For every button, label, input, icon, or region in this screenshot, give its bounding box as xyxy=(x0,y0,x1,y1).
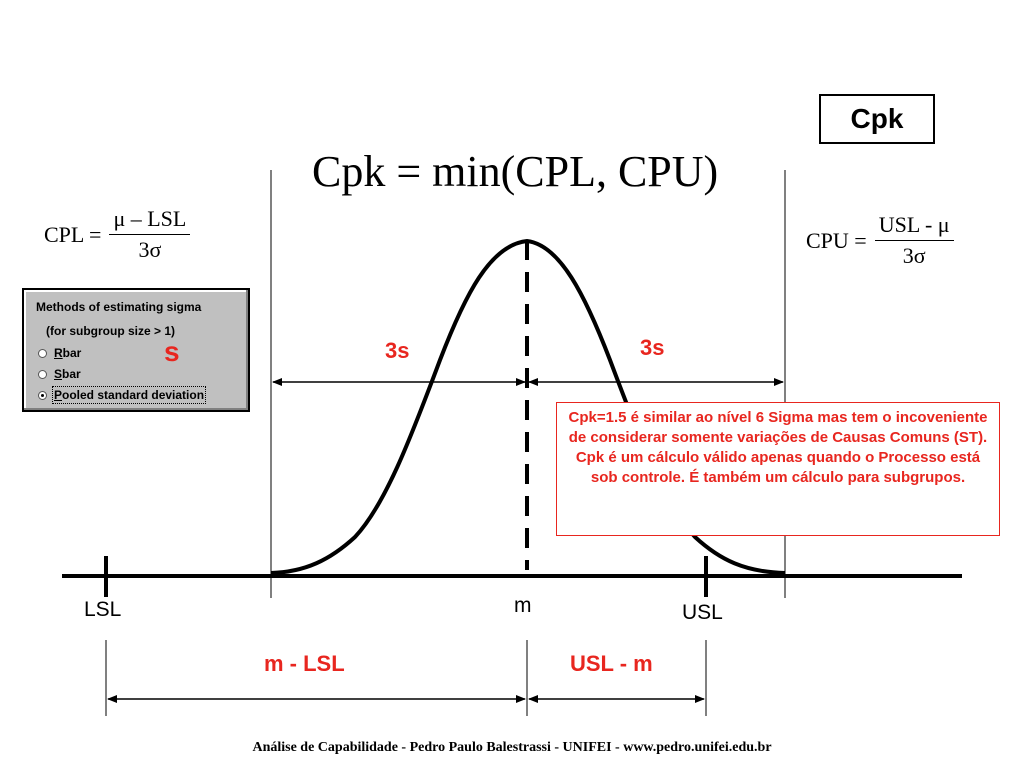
radio-button-icon[interactable] xyxy=(38,348,47,358)
usl-minus-m-label: USL - m xyxy=(570,651,653,676)
radio-button-icon[interactable] xyxy=(38,369,47,379)
lsl-label: LSL xyxy=(84,598,122,621)
s-symbol: s xyxy=(164,336,180,367)
cpu-formula: CPU = USL - μ 3σ xyxy=(806,212,954,269)
dialog-subtitle: (for subgroup size > 1) xyxy=(46,324,176,338)
cpu-fraction: USL - μ 3σ xyxy=(874,212,954,269)
m-minus-lsl-label: m - LSL xyxy=(264,651,345,676)
cpl-denominator: 3σ xyxy=(138,237,162,262)
radio-option-pooled[interactable]: Pooled standard deviation xyxy=(38,386,207,404)
dialog-title: Methods of estimating sigma xyxy=(36,300,202,314)
usl-label: USL xyxy=(682,601,723,624)
radio-option-label: Rbar xyxy=(54,346,82,360)
sigma-method-dialog: Methods of estimating sigma (for subgrou… xyxy=(22,288,250,412)
cpl-formula: CPL = μ – LSL 3σ xyxy=(44,206,191,263)
radio-button-selected-icon[interactable] xyxy=(38,390,47,400)
mean-label: m xyxy=(514,594,532,617)
right-3s-label: 3s xyxy=(640,335,665,360)
cpl-lhs: CPL = xyxy=(44,221,102,247)
radio-option-label: Sbar xyxy=(54,367,81,381)
left-3s-label: 3s xyxy=(385,338,410,363)
slide-title: Cpk xyxy=(819,94,935,144)
cpk-note-box: Cpk=1.5 é similar ao nível 6 Sigma mas t… xyxy=(556,402,1000,536)
cpu-lhs: CPU = xyxy=(806,227,867,253)
cpk-min-formula: Cpk = min(CPL, CPU) xyxy=(312,147,719,196)
cpl-numerator: μ – LSL xyxy=(109,206,191,235)
footer-credit: Análise de Capabilidade - Pedro Paulo Ba… xyxy=(252,740,772,755)
cpu-numerator: USL - μ xyxy=(874,212,954,241)
radio-option-rbar[interactable]: Rbar xyxy=(38,346,81,360)
cpl-fraction: μ – LSL 3σ xyxy=(109,206,191,263)
cpu-denominator: 3σ xyxy=(902,243,926,268)
radio-option-label: Pooled standard deviation xyxy=(51,386,207,404)
radio-option-sbar[interactable]: Sbar xyxy=(38,367,81,381)
